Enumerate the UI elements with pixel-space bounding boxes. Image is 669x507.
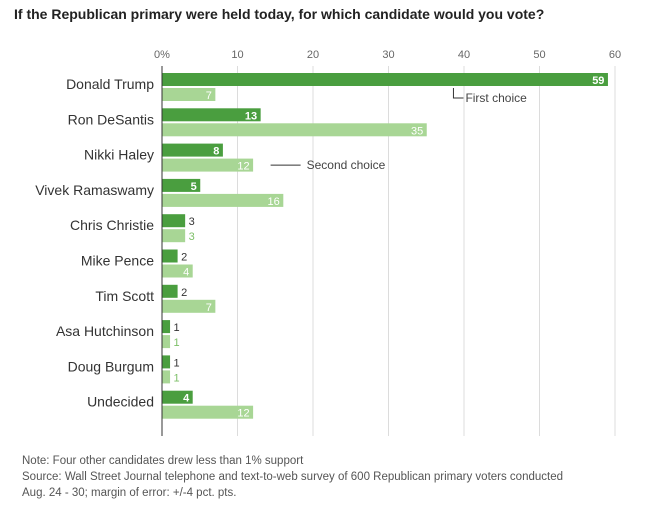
source-text-line-2: Aug. 24 - 30; margin of error: +/-4 pct.…	[22, 487, 237, 499]
data-label: 1	[174, 322, 180, 334]
x-tick-label: 50	[533, 49, 545, 61]
second-choice-bar	[162, 229, 186, 243]
data-label: 13	[245, 110, 257, 122]
second-choice-bar	[162, 193, 284, 207]
chart-title: If the Republican primary were held toda…	[14, 6, 545, 22]
first-choice-bar	[162, 355, 171, 369]
x-tick-label: 60	[609, 49, 621, 61]
x-tick-label: 10	[231, 49, 243, 61]
data-label: 3	[189, 216, 195, 228]
second-choice-bar	[162, 158, 254, 172]
annotation-second-choice: Second choice	[307, 158, 386, 172]
data-label: 2	[181, 252, 187, 264]
first-choice-bar	[162, 143, 223, 157]
first-choice-bar	[162, 249, 178, 263]
source-text-line-1: Source: Wall Street Journal telephone an…	[22, 471, 563, 483]
chart-notes: Note: Four other candidates drew less th…	[22, 453, 652, 501]
second-choice-bar	[162, 299, 216, 313]
category-label: Asa Hutchinson	[56, 323, 154, 339]
note-text: Note: Four other candidates drew less th…	[22, 455, 304, 467]
data-label: 16	[268, 196, 280, 208]
category-label: Doug Burgum	[68, 358, 154, 374]
first-choice-bar	[162, 284, 178, 298]
annotation-first-choice: First choice	[465, 91, 527, 105]
data-label: 1	[174, 357, 180, 369]
first-choice-bar	[162, 214, 186, 228]
data-label: 4	[183, 267, 189, 279]
data-label: 35	[411, 125, 423, 137]
bar-chart: 0% 10 20 30 40 50 60 Donald Trump 59 7 Ron DeSanti…	[35, 49, 621, 436]
category-label: Nikki Haley	[84, 147, 154, 163]
annotation-leader	[452, 88, 464, 99]
category-label: Ron DeSantis	[68, 111, 154, 127]
first-choice-bar	[162, 108, 261, 122]
second-choice-bar	[162, 405, 254, 419]
data-label: 1	[174, 372, 180, 384]
first-choice-bar	[162, 73, 608, 86]
second-choice-bar	[162, 264, 193, 278]
data-label: 8	[213, 146, 219, 158]
x-tick-label: 20	[307, 49, 319, 61]
data-label: 7	[206, 302, 212, 314]
data-label: 7	[206, 90, 212, 102]
category-label: Chris Christie	[70, 217, 154, 233]
second-choice-bar	[162, 88, 216, 101]
data-label: 1	[174, 337, 180, 349]
first-choice-bar	[162, 320, 171, 334]
data-label: 2	[181, 287, 187, 299]
first-choice-bar	[162, 178, 201, 192]
category-label: Tim Scott	[95, 288, 154, 304]
data-label: 59	[592, 75, 604, 87]
data-label: 3	[189, 231, 195, 243]
category-label: Undecided	[87, 394, 154, 410]
first-choice-bar	[162, 390, 193, 404]
data-label: 5	[191, 181, 197, 193]
second-choice-bar	[162, 123, 427, 137]
x-tick-label: 0%	[154, 49, 170, 61]
second-choice-bar	[162, 370, 171, 384]
second-choice-bar	[162, 335, 171, 349]
x-tick-label: 30	[382, 49, 394, 61]
data-label: 12	[237, 161, 249, 173]
data-label: 12	[237, 408, 249, 420]
category-label: Vivek Ramaswamy	[35, 182, 154, 198]
x-tick-label: 40	[458, 49, 470, 61]
category-label: Mike Pence	[81, 253, 154, 269]
category-label: Donald Trump	[66, 76, 154, 92]
data-label: 4	[183, 393, 190, 405]
